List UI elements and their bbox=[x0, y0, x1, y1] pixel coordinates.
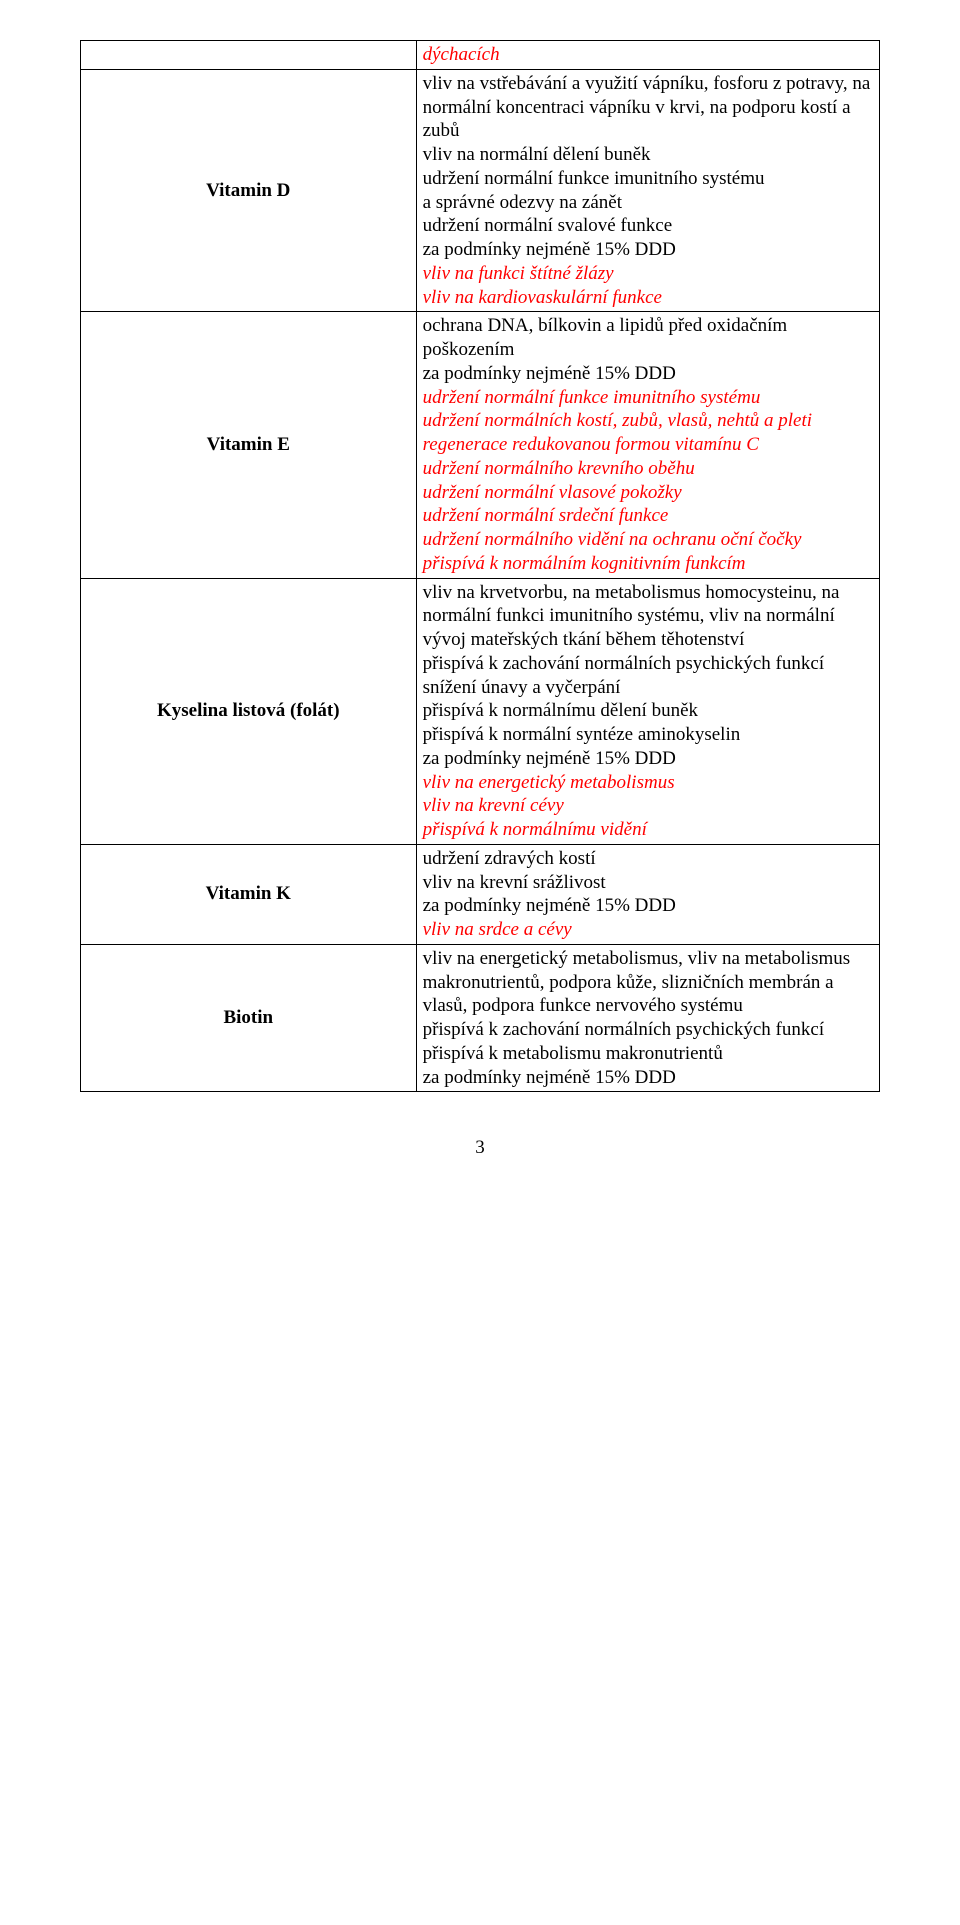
content-line: vliv na vstřebávání a využití vápníku, f… bbox=[423, 72, 873, 143]
content-line: za podmínky nejméně 15% DDD bbox=[423, 362, 873, 386]
content-line: přispívá k metabolismu makronutrientů bbox=[423, 1042, 873, 1066]
content-line: vliv na kardiovaskulární funkce bbox=[423, 286, 873, 310]
content-line: udržení normálního vidění na ochranu očn… bbox=[423, 528, 873, 552]
content-line: vliv na krevní srážlivost bbox=[423, 871, 873, 895]
row-content: udržení zdravých kostívliv na krevní srá… bbox=[416, 844, 879, 944]
content-line: udržení normálních kostí, zubů, vlasů, n… bbox=[423, 409, 873, 433]
content-line: vliv na normální dělení buněk bbox=[423, 143, 873, 167]
content-line: vliv na funkci štítné žlázy bbox=[423, 262, 873, 286]
content-line: regenerace redukovanou formou vitamínu C bbox=[423, 433, 873, 457]
content-line: udržení normálního krevního oběhu bbox=[423, 457, 873, 481]
content-line: udržení normální vlasové pokožky bbox=[423, 481, 873, 505]
table-row: Biotinvliv na energetický metabolismus, … bbox=[81, 944, 880, 1092]
table-row: Vitamin Eochrana DNA, bílkovin a lipidů … bbox=[81, 312, 880, 578]
content-line: vliv na srdce a cévy bbox=[423, 918, 873, 942]
vitamins-table: dýchacíchVitamin Dvliv na vstřebávání a … bbox=[80, 40, 880, 1092]
table-row: Kyselina listová (folát)vliv na krvetvor… bbox=[81, 578, 880, 844]
row-label: Vitamin D bbox=[81, 69, 417, 312]
content-line: přispívá k zachování normálních psychick… bbox=[423, 1018, 873, 1042]
content-line: udržení normální svalové funkce bbox=[423, 214, 873, 238]
content-line: přispívá k normálnímu vidění bbox=[423, 818, 873, 842]
row-label: Vitamin K bbox=[81, 844, 417, 944]
row-label: Vitamin E bbox=[81, 312, 417, 578]
row-label: Kyselina listová (folát) bbox=[81, 578, 417, 844]
row-content: ochrana DNA, bílkovin a lipidů před oxid… bbox=[416, 312, 879, 578]
row-content: dýchacích bbox=[416, 41, 879, 70]
content-line: dýchacích bbox=[423, 43, 873, 67]
table-row: Vitamin Kudržení zdravých kostívliv na k… bbox=[81, 844, 880, 944]
content-line: ochrana DNA, bílkovin a lipidů před oxid… bbox=[423, 314, 873, 362]
content-line: snížení únavy a vyčerpání bbox=[423, 676, 873, 700]
table-row: Vitamin Dvliv na vstřebávání a využití v… bbox=[81, 69, 880, 312]
content-line: za podmínky nejméně 15% DDD bbox=[423, 894, 873, 918]
content-line: přispívá k normálnímu dělení buněk bbox=[423, 699, 873, 723]
content-line: vliv na krvetvorbu, na metabolismus homo… bbox=[423, 581, 873, 652]
content-line: vliv na energetický metabolismus bbox=[423, 771, 873, 795]
content-line: udržení normální srdeční funkce bbox=[423, 504, 873, 528]
content-line: udržení normální funkce imunitního systé… bbox=[423, 167, 873, 191]
content-line: přispívá k zachování normálních psychick… bbox=[423, 652, 873, 676]
content-line: přispívá k normálním kognitivním funkcím bbox=[423, 552, 873, 576]
row-label bbox=[81, 41, 417, 70]
row-content: vliv na energetický metabolismus, vliv n… bbox=[416, 944, 879, 1092]
row-content: vliv na krvetvorbu, na metabolismus homo… bbox=[416, 578, 879, 844]
table-row: dýchacích bbox=[81, 41, 880, 70]
content-line: vliv na krevní cévy bbox=[423, 794, 873, 818]
page-number: 3 bbox=[80, 1136, 880, 1160]
content-line: udržení zdravých kostí bbox=[423, 847, 873, 871]
row-label: Biotin bbox=[81, 944, 417, 1092]
content-line: udržení normální funkce imunitního systé… bbox=[423, 386, 873, 410]
content-line: a správné odezvy na zánět bbox=[423, 191, 873, 215]
content-line: přispívá k normální syntéze aminokyselin bbox=[423, 723, 873, 747]
content-line: vliv na energetický metabolismus, vliv n… bbox=[423, 947, 873, 1018]
content-line: za podmínky nejméně 15% DDD bbox=[423, 1066, 873, 1090]
content-line: za podmínky nejméně 15% DDD bbox=[423, 238, 873, 262]
content-line: za podmínky nejméně 15% DDD bbox=[423, 747, 873, 771]
row-content: vliv na vstřebávání a využití vápníku, f… bbox=[416, 69, 879, 312]
